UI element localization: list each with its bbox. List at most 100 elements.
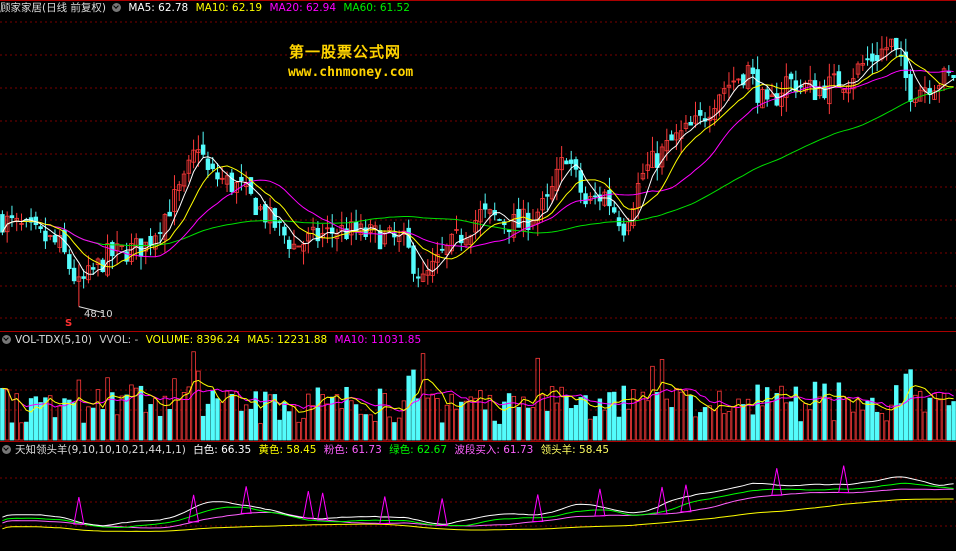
volume-bar bbox=[645, 400, 650, 441]
volume-bar bbox=[148, 404, 153, 441]
volume-bar bbox=[430, 393, 435, 441]
candle-body bbox=[559, 157, 564, 171]
candle-body bbox=[4, 215, 10, 233]
candle-body bbox=[650, 150, 655, 168]
volume-bar bbox=[607, 392, 612, 441]
vol-ma5-line bbox=[2, 378, 954, 415]
candle-body bbox=[258, 206, 263, 210]
volume-bar bbox=[616, 416, 622, 441]
dropdown-icon[interactable] bbox=[2, 335, 11, 344]
volume-bar bbox=[664, 398, 670, 441]
volume-bar bbox=[889, 404, 894, 441]
volume-bar bbox=[822, 383, 827, 441]
low-price-label: 48.10 bbox=[84, 309, 113, 320]
volume-bar bbox=[831, 420, 837, 441]
candle-body bbox=[411, 245, 416, 274]
volume-bar bbox=[167, 409, 172, 441]
candle-body bbox=[545, 194, 550, 197]
candle-body bbox=[937, 85, 942, 90]
buy-spike bbox=[73, 496, 85, 525]
candle-body bbox=[932, 90, 937, 100]
candle-body bbox=[463, 238, 469, 246]
candle-body bbox=[282, 226, 287, 236]
volume-bar bbox=[540, 394, 545, 441]
volume-bar bbox=[19, 422, 24, 441]
dropdown-icon[interactable] bbox=[112, 3, 122, 12]
dropdown-icon[interactable] bbox=[2, 445, 11, 454]
volume-bar bbox=[932, 393, 937, 441]
volume-bar bbox=[516, 407, 521, 441]
candle-body bbox=[635, 183, 641, 208]
indicator-header: 天知领头羊(9,10,10,10,21,44,1,1) 白色: 66.35 黄色… bbox=[0, 442, 613, 458]
volume-bar bbox=[941, 393, 947, 441]
price-panel[interactable]: 顾家家居(日线 前复权) MA5: 62.78 MA10: 62.19 MA20… bbox=[0, 0, 956, 331]
indicator-panel[interactable]: 天知领头羊(9,10,10,10,21,44,1,1) 白色: 66.35 黄色… bbox=[0, 442, 956, 551]
volume-bar bbox=[841, 395, 846, 441]
candle-body bbox=[439, 248, 445, 251]
volume-bar bbox=[392, 422, 397, 441]
candle-body bbox=[291, 243, 297, 250]
candle-body bbox=[855, 63, 861, 75]
buy-spike bbox=[240, 486, 252, 514]
panel-divider-2[interactable] bbox=[0, 441, 956, 442]
candle-body bbox=[435, 253, 440, 263]
price-header: 顾家家居(日线 前复权) MA5: 62.78 MA10: 62.19 MA20… bbox=[0, 0, 414, 16]
indicator-chart[interactable] bbox=[0, 442, 956, 551]
candle-body bbox=[430, 260, 435, 276]
green-line bbox=[2, 482, 954, 529]
volume-bar bbox=[578, 397, 583, 441]
volume-bar bbox=[640, 391, 646, 441]
ma60-line bbox=[1, 86, 954, 247]
ma5-readout: MA5: 62.78 bbox=[128, 2, 189, 14]
volume-bar bbox=[329, 396, 335, 441]
candle-body bbox=[205, 158, 211, 170]
volume-bar bbox=[196, 370, 201, 441]
candle-body bbox=[272, 208, 278, 228]
candle-body bbox=[47, 235, 53, 237]
volume-panel[interactable]: VOL-TDX(5,10) VVOL: - VOLUME: 8396.24 MA… bbox=[0, 332, 956, 441]
candle-body bbox=[148, 235, 153, 246]
panel-divider-1[interactable] bbox=[0, 331, 956, 332]
candle-body bbox=[396, 234, 402, 242]
candle-body bbox=[191, 149, 196, 163]
volume-bar bbox=[731, 406, 736, 441]
price-chart[interactable] bbox=[0, 0, 956, 331]
volume-bar bbox=[81, 422, 86, 441]
volume-bar bbox=[554, 402, 560, 441]
candle-body bbox=[454, 229, 459, 231]
candle-body bbox=[554, 168, 560, 192]
ma20-readout: MA20: 62.94 bbox=[269, 2, 337, 14]
volume-bar bbox=[798, 421, 803, 441]
volume-bar bbox=[827, 397, 832, 441]
volume-bar bbox=[463, 400, 469, 441]
vol-ma5-readout: MA5: 12231.88 bbox=[247, 334, 328, 346]
candle-body bbox=[296, 245, 301, 248]
volume-bar bbox=[736, 398, 741, 441]
volume-bar bbox=[296, 421, 301, 441]
candle-body bbox=[860, 62, 866, 66]
volume-bar bbox=[559, 386, 564, 441]
candle-body bbox=[741, 74, 746, 86]
candle-body bbox=[57, 235, 62, 248]
volume-bar bbox=[205, 403, 211, 441]
volume-bar bbox=[4, 389, 10, 441]
candle-body bbox=[889, 38, 894, 47]
candle-body bbox=[349, 221, 354, 236]
candle-body bbox=[674, 132, 679, 141]
candle-body bbox=[621, 223, 627, 236]
volume-bar bbox=[90, 407, 96, 441]
candle-body bbox=[0, 214, 5, 233]
volume-chart[interactable] bbox=[0, 332, 956, 441]
volume-bar bbox=[602, 409, 607, 441]
candle-body bbox=[105, 243, 110, 276]
volume-bar bbox=[0, 387, 5, 441]
volume-bar bbox=[788, 401, 794, 441]
volume-bar bbox=[100, 409, 105, 441]
candle-body bbox=[138, 238, 144, 257]
candle-body bbox=[693, 115, 698, 124]
candle-body bbox=[511, 214, 517, 238]
volume-bar bbox=[530, 407, 536, 441]
volume-bar bbox=[745, 398, 751, 441]
watermark-url: www.chnmoney.com bbox=[288, 65, 414, 80]
volume-bar bbox=[937, 399, 942, 441]
